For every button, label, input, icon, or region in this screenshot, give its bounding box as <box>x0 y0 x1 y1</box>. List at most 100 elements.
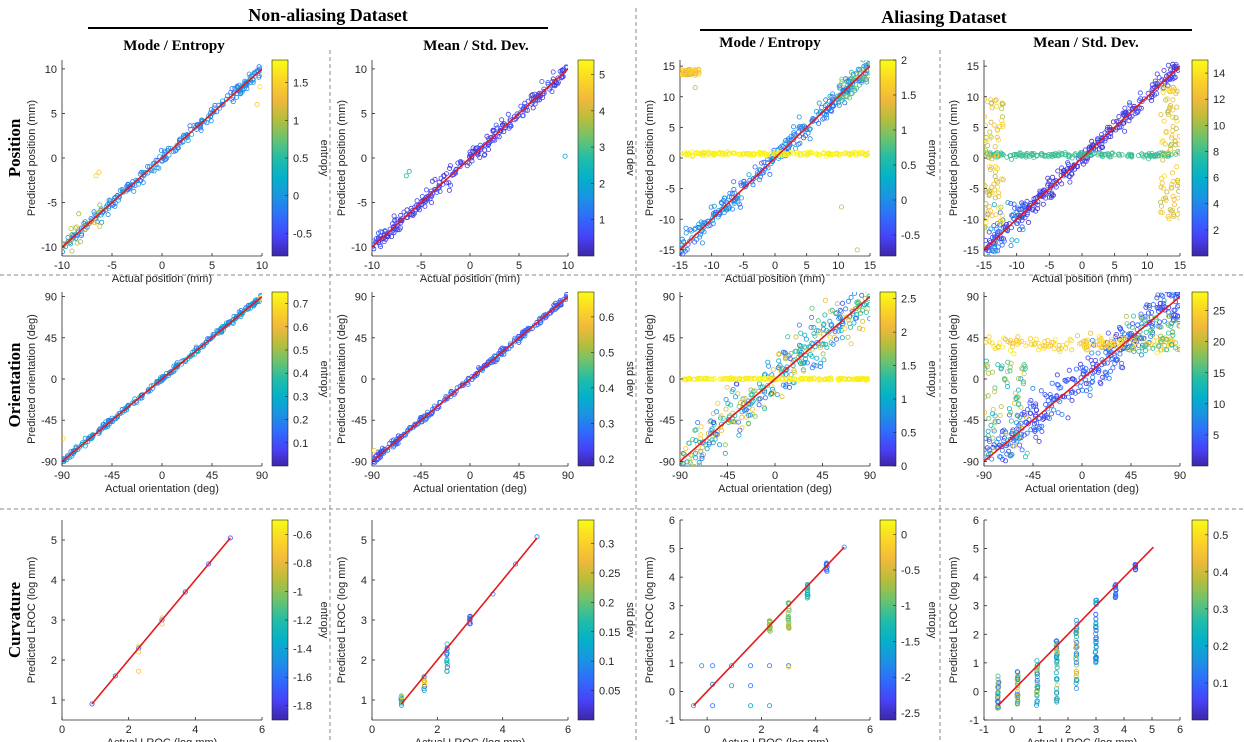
scatter-point <box>987 133 993 139</box>
scatter-point <box>733 394 739 400</box>
x-tick-label: -5 <box>1044 260 1054 272</box>
scatter-point <box>984 123 988 129</box>
scatter-point <box>727 204 733 210</box>
scatter-point <box>680 242 684 248</box>
scatter-point <box>1143 329 1149 335</box>
scatter-point <box>748 151 754 157</box>
scatter-point <box>1171 64 1177 70</box>
colorbar-tick-label: 2 <box>901 55 907 67</box>
scatter-point <box>1028 336 1034 342</box>
scatter-point <box>549 89 555 95</box>
panel-r1-c4: -15 -10 -5 0 5 10 15 -15 -10 -5 0 5 10 15 Actual posit… <box>948 59 1244 285</box>
scatter-point <box>1057 348 1063 354</box>
scatter-point <box>839 318 845 324</box>
scatter-point <box>681 451 687 457</box>
y-tick-label: 2 <box>973 629 979 641</box>
scatter-point <box>1015 698 1021 704</box>
scatter-point <box>1034 662 1040 668</box>
scatter-point <box>746 375 752 381</box>
scatter-point <box>1005 339 1011 345</box>
dataset-title-nonaliasing: Non-aliasing Dataset <box>248 5 408 25</box>
colorbar-tick-label: 1 <box>901 394 907 406</box>
scatter-point <box>77 444 83 450</box>
scatter-point <box>1041 345 1047 351</box>
y-tick-label: -5 <box>357 198 367 210</box>
scatter-point <box>992 187 998 193</box>
scatter-points <box>984 61 1180 256</box>
y-tick-label: 5 <box>361 535 367 547</box>
scatter-point <box>836 83 842 89</box>
scatter-point <box>864 76 870 82</box>
scatter-point <box>725 401 731 407</box>
x-tick-label: 45 <box>513 470 525 482</box>
scatter-point <box>446 180 452 186</box>
scatter-point <box>786 608 792 614</box>
scatter-point <box>854 247 860 253</box>
scatter-point <box>81 220 87 226</box>
scatter-point <box>444 657 450 663</box>
scatter-point <box>822 297 828 303</box>
col-header-1: Mode / Entropy <box>123 38 225 54</box>
scatter-point <box>182 357 188 363</box>
scatter-point <box>1004 369 1010 375</box>
colorbar-tick-label: -1.5 <box>901 636 920 648</box>
scatter-point <box>840 300 846 306</box>
scatter-point <box>1083 380 1089 386</box>
scatter-point <box>1168 283 1172 287</box>
scatter-point <box>1091 342 1097 348</box>
scatter-point <box>839 97 845 103</box>
scatter-point <box>699 240 705 246</box>
scatter-point <box>738 400 744 406</box>
scatter-point <box>94 213 100 219</box>
scatter-point <box>833 311 839 317</box>
x-tick-label: -45 <box>720 470 736 482</box>
scatter-point <box>999 106 1005 112</box>
scatter-point <box>757 396 763 402</box>
scatter-point <box>1034 658 1040 664</box>
scatter-point <box>817 330 823 336</box>
scatter-point <box>782 350 788 356</box>
x-tick-label: 5 <box>804 260 810 272</box>
scatter-point <box>1005 384 1011 390</box>
y-tick-label: 45 <box>355 333 367 345</box>
scatter-point <box>1078 150 1084 156</box>
scatter-point <box>1055 382 1061 388</box>
scatter-point <box>1040 416 1046 422</box>
scatter-point <box>1168 143 1174 149</box>
scatter-point <box>828 375 834 381</box>
scatter-point <box>1176 178 1180 184</box>
scatter-point <box>786 376 792 382</box>
scatter-point <box>1121 331 1127 337</box>
col-header-3: Mode / Entropy <box>719 35 821 51</box>
scatter-point <box>748 663 754 669</box>
scatter-point <box>436 179 442 185</box>
y-tick-label: 45 <box>45 333 57 345</box>
scatter-point <box>860 326 866 332</box>
y-tick-label: -10 <box>659 214 675 226</box>
x-tick-label: 90 <box>864 470 876 482</box>
scatter-point <box>1173 126 1179 132</box>
scatter-point <box>794 149 800 155</box>
y-tick-label: 10 <box>45 64 57 76</box>
scatter-point <box>805 592 811 598</box>
colorbar-tick-label: 1.5 <box>901 90 916 102</box>
scatter-point <box>702 150 708 156</box>
y-tick-label: 0 <box>361 153 367 165</box>
scatter-point <box>1106 151 1112 157</box>
colorbar-tick-label: 2.5 <box>901 294 916 306</box>
scatter-point <box>482 147 488 153</box>
scatter-point <box>752 164 758 170</box>
scatter-point <box>823 341 829 347</box>
scatter-point <box>1105 124 1111 130</box>
scatter-point <box>1170 332 1176 338</box>
scatter-point <box>1165 83 1171 89</box>
scatter-point <box>806 347 812 353</box>
x-tick-label: -45 <box>104 470 120 482</box>
colorbar-tick-label: 0.15 <box>599 627 620 639</box>
y-tick-label: -10 <box>41 242 57 254</box>
scatter-point <box>766 375 772 381</box>
scatter-point <box>1174 286 1178 290</box>
y-tick-label: 0 <box>973 153 979 165</box>
